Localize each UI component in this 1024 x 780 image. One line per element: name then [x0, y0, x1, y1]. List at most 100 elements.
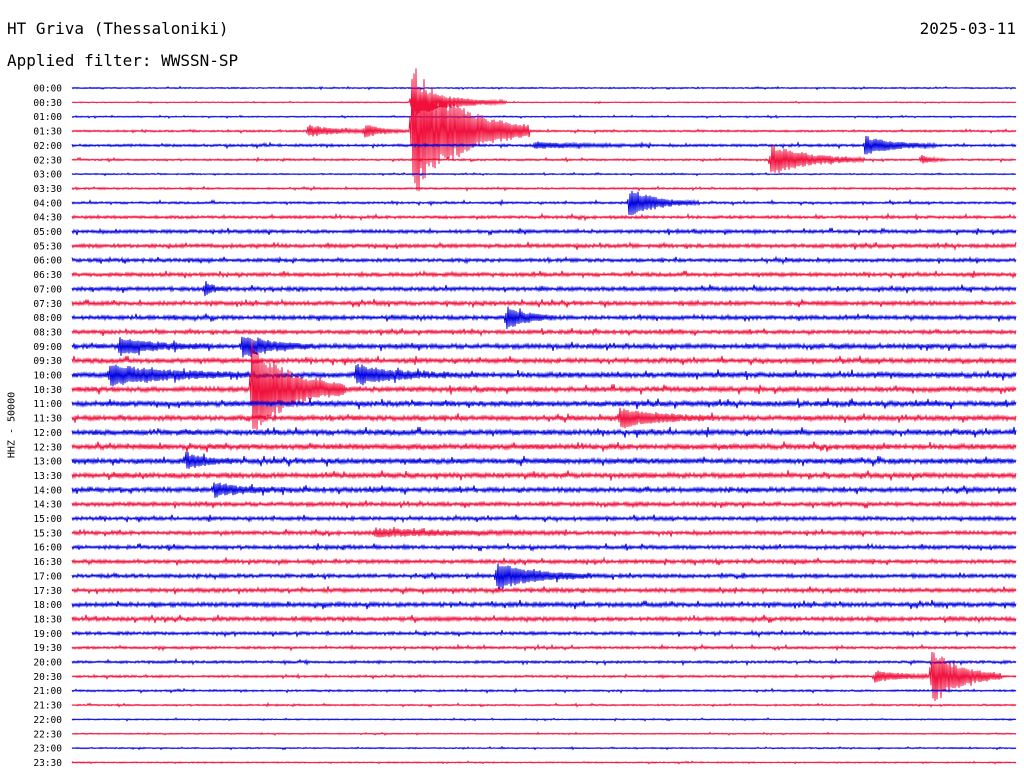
seismogram-trace [71, 327, 1017, 338]
row-time-label: 12:00 [33, 428, 62, 439]
seismogram-trace [71, 68, 1017, 192]
seismogram-trace [71, 336, 1017, 358]
row-time-label: 09:30 [33, 356, 62, 367]
date-label: 2025-03-11 [919, 19, 1016, 38]
row-time-label: 18:30 [33, 614, 62, 625]
row-time-label: 20:00 [33, 658, 62, 669]
seismogram-trace [71, 556, 1017, 567]
seismogram-trace [71, 513, 1017, 524]
row-time-label: 21:00 [33, 686, 62, 697]
row-time-label: 06:30 [33, 270, 62, 281]
row-time-label: 04:30 [33, 213, 62, 224]
seismogram-trace [71, 145, 1017, 173]
seismogram-trace [71, 298, 1017, 308]
seismogram-trace [71, 407, 1017, 429]
row-time-label: 02:30 [33, 155, 62, 166]
seismogram-trace [71, 702, 1017, 708]
station-title: HT Griva (Thessaloniki) [7, 19, 229, 38]
row-time-label: 16:30 [33, 557, 62, 568]
seismogram-trace [71, 441, 1017, 453]
seismogram-trace [71, 499, 1017, 509]
row-time-label: 11:30 [33, 414, 62, 425]
seismogram-trace [71, 255, 1017, 266]
seismogram-trace [71, 651, 1017, 702]
row-time-label: 06:00 [33, 256, 62, 267]
row-time-label: 00:00 [33, 84, 62, 95]
row-time-label: 17:30 [33, 586, 62, 597]
seismogram-trace [71, 212, 1017, 222]
seismogram-trace [71, 717, 1017, 722]
row-time-label: 11:00 [33, 399, 62, 410]
row-time-label: 09:00 [33, 342, 62, 353]
row-time-label: 10:00 [33, 371, 62, 382]
row-time-label: 14:30 [33, 500, 62, 511]
seismogram-trace [71, 657, 1017, 667]
seismogram-trace [71, 482, 1017, 498]
seismogram-trace [71, 760, 1017, 765]
seismogram-trace [71, 364, 1017, 387]
seismogram-trace [71, 114, 1017, 119]
seismogram-trace [71, 241, 1017, 251]
row-time-label: 03:30 [33, 184, 62, 195]
row-time-label: 13:30 [33, 471, 62, 482]
row-time-label: 20:30 [33, 672, 62, 683]
row-time-label: 05:30 [33, 241, 62, 252]
seismogram-trace [71, 269, 1017, 280]
seismogram-trace [71, 687, 1017, 694]
row-time-label: 22:00 [33, 715, 62, 726]
seismogram-trace [71, 135, 1017, 155]
row-time-label: 07:00 [33, 284, 62, 295]
row-time-label: 07:30 [33, 299, 62, 310]
seismogram-trace [71, 85, 1017, 91]
row-time-label: 19:30 [33, 643, 62, 654]
seismogram-trace [71, 355, 1017, 366]
row-time-label: 21:30 [33, 701, 62, 712]
seismogram-trace [71, 426, 1017, 438]
row-time-label: 15:30 [33, 528, 62, 539]
row-time-label: 08:00 [33, 313, 62, 324]
row-time-label: 13:00 [33, 457, 62, 468]
seismogram-trace [71, 227, 1017, 237]
seismogram-trace [71, 87, 1017, 116]
seismogram-trace [71, 745, 1017, 751]
seismogram-trace [71, 280, 1017, 297]
seismogram-trace [71, 563, 1017, 590]
row-time-label: 05:00 [33, 227, 62, 238]
seismogram-trace [71, 171, 1017, 177]
filter-label: Applied filter: WWSSN-SP [7, 51, 239, 70]
seismogram-trace [71, 190, 1017, 216]
seismogram-trace [71, 470, 1017, 481]
row-time-label: 14:00 [33, 485, 62, 496]
row-time-label: 04:00 [33, 198, 62, 209]
seismogram-trace [71, 526, 1017, 538]
seismogram-trace [71, 340, 1017, 431]
row-time-label: 16:00 [33, 543, 62, 554]
seismogram-trace [71, 398, 1017, 410]
row-time-label: 23:00 [33, 744, 62, 755]
seismogram-trace [71, 643, 1017, 652]
row-time-label: 22:30 [33, 729, 62, 740]
row-time-label: 01:00 [33, 112, 62, 123]
seismogram-trace [71, 542, 1017, 552]
seismogram-trace [71, 628, 1017, 639]
row-time-label: 08:30 [33, 327, 62, 338]
row-time-label: 10:30 [33, 385, 62, 396]
row-time-label: 00:30 [33, 98, 62, 109]
seismogram-trace [71, 451, 1017, 469]
seismogram-trace [71, 585, 1017, 595]
row-time-label: 17:00 [33, 571, 62, 582]
row-time-label: 19:00 [33, 629, 62, 640]
seismogram-trace [71, 731, 1017, 736]
seismogram-trace [71, 185, 1017, 192]
row-time-label: 02:00 [33, 141, 62, 152]
row-time-label: 15:00 [33, 514, 62, 525]
seismogram-trace [71, 306, 1017, 330]
row-time-label: 18:00 [33, 600, 62, 611]
seismogram-trace [71, 599, 1017, 610]
row-time-label: 12:30 [33, 442, 62, 453]
row-time-label: 01:30 [33, 127, 62, 138]
row-time-label: 23:30 [33, 758, 62, 769]
seismogram-trace [71, 614, 1017, 624]
row-time-label: 03:00 [33, 170, 62, 181]
